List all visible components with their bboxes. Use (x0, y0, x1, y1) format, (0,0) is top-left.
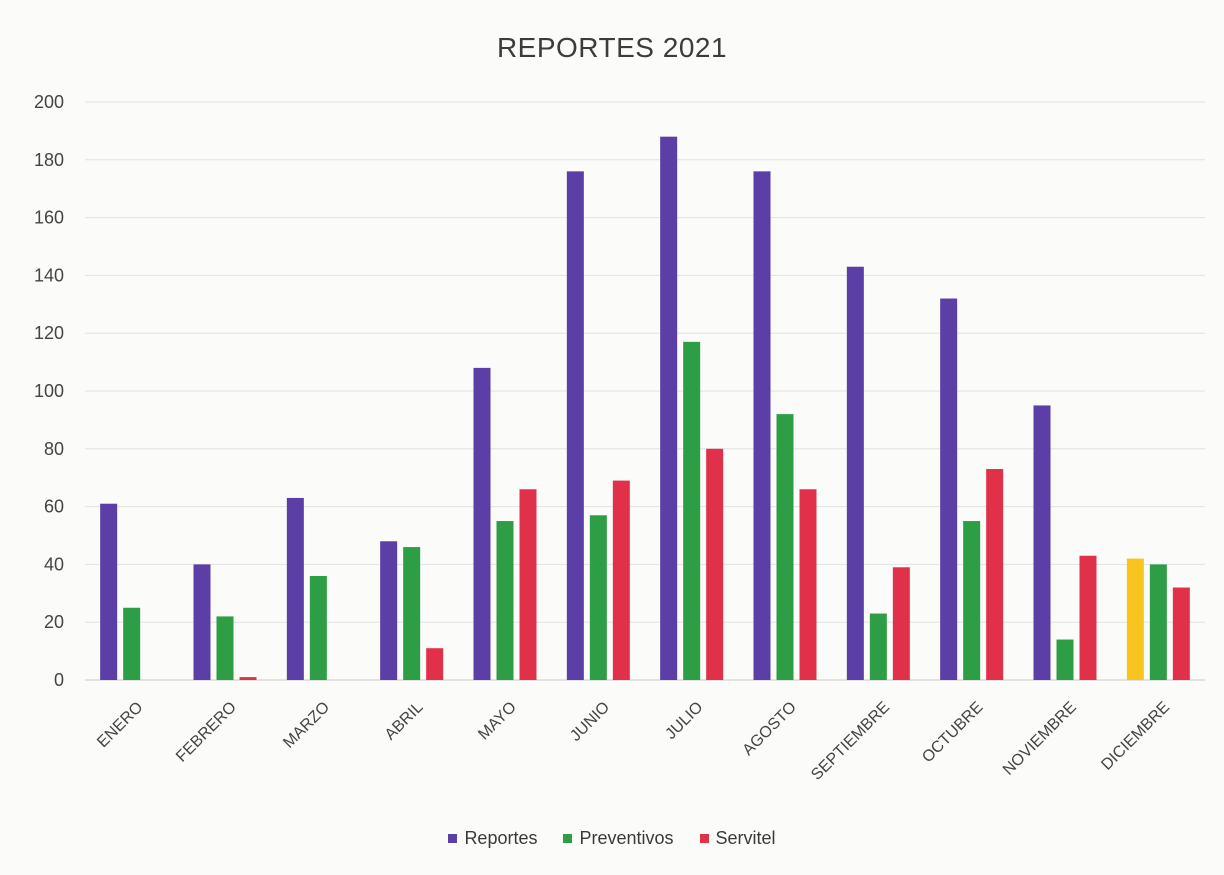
y-tick-label: 40 (44, 554, 64, 574)
bar-reportes-enero (100, 504, 117, 680)
bar-servitel-julio (706, 449, 723, 680)
bar-preventivos-febrero (217, 616, 234, 680)
bar-preventivos-noviembre (1057, 640, 1074, 680)
x-tick-label: JULIO (662, 699, 706, 743)
y-tick-label: 200 (34, 92, 64, 112)
bar-reportes-julio (660, 137, 677, 680)
legend-swatch-servitel (700, 834, 709, 843)
legend-item-preventivos: Preventivos (563, 828, 673, 849)
y-tick-label: 180 (34, 150, 64, 170)
x-tick-label: AGOSTO (740, 699, 800, 759)
bar-preventivos-septiembre (870, 614, 887, 680)
y-tick-label: 100 (34, 381, 64, 401)
x-tick-label: ENERO (94, 699, 146, 751)
bar-reportes-marzo (287, 498, 304, 680)
legend: Reportes Preventivos Servitel (0, 828, 1224, 849)
bar-reportes-abril (380, 541, 397, 680)
bar-servitel-junio (613, 481, 630, 680)
bar-servitel-febrero (240, 677, 257, 680)
bar-preventivos-diciembre (1150, 564, 1167, 680)
bar-preventivos-mayo (497, 521, 514, 680)
legend-label-preventivos: Preventivos (579, 828, 673, 849)
x-tick-label: DICIEMBRE (1098, 699, 1173, 774)
bar-servitel-noviembre (1080, 556, 1097, 680)
bar-servitel-octubre (986, 469, 1003, 680)
bar-preventivos-octubre (963, 521, 980, 680)
legend-label-servitel: Servitel (716, 828, 776, 849)
x-tick-label: MARZO (280, 699, 333, 752)
legend-label-reportes: Reportes (464, 828, 537, 849)
y-tick-label: 140 (34, 265, 64, 285)
bar-reportes-agosto (754, 171, 771, 680)
x-tick-label: FEBRERO (173, 699, 240, 766)
legend-item-reportes: Reportes (448, 828, 537, 849)
chart-title: REPORTES 2021 (0, 32, 1224, 64)
bar-preventivos-enero (123, 608, 140, 680)
bar-preventivos-marzo (310, 576, 327, 680)
y-tick-label: 20 (44, 612, 64, 632)
x-tick-label: NOVIEMBRE (1000, 699, 1080, 779)
y-tick-label: 160 (34, 208, 64, 228)
legend-swatch-reportes (448, 834, 457, 843)
bar-reportes-junio (567, 171, 584, 680)
legend-item-servitel: Servitel (700, 828, 776, 849)
bar-servitel-abril (426, 648, 443, 680)
y-tick-label: 120 (34, 323, 64, 343)
x-tick-label: SEPTIEMBRE (808, 699, 893, 784)
y-tick-label: 60 (44, 497, 64, 517)
y-tick-label: 80 (44, 439, 64, 459)
bar-servitel-agosto (800, 489, 817, 680)
bar-reportes-diciembre (1127, 559, 1144, 680)
bar-preventivos-junio (590, 515, 607, 680)
bar-preventivos-agosto (777, 414, 794, 680)
x-tick-label: OCTUBRE (919, 699, 986, 766)
y-tick-label: 0 (54, 670, 64, 690)
legend-swatch-preventivos (563, 834, 572, 843)
bar-reportes-noviembre (1034, 405, 1051, 680)
x-tick-label: ABRIL (382, 699, 427, 744)
bar-reportes-septiembre (847, 267, 864, 680)
bar-servitel-mayo (520, 489, 537, 680)
bar-reportes-mayo (474, 368, 491, 680)
x-tick-label: MAYO (475, 699, 520, 744)
bar-preventivos-abril (403, 547, 420, 680)
bar-preventivos-julio (683, 342, 700, 680)
bar-servitel-diciembre (1173, 588, 1190, 680)
bar-reportes-febrero (194, 564, 211, 680)
x-tick-label: JUNIO (567, 699, 613, 745)
bar-servitel-septiembre (893, 567, 910, 680)
bar-reportes-octubre (940, 299, 957, 680)
